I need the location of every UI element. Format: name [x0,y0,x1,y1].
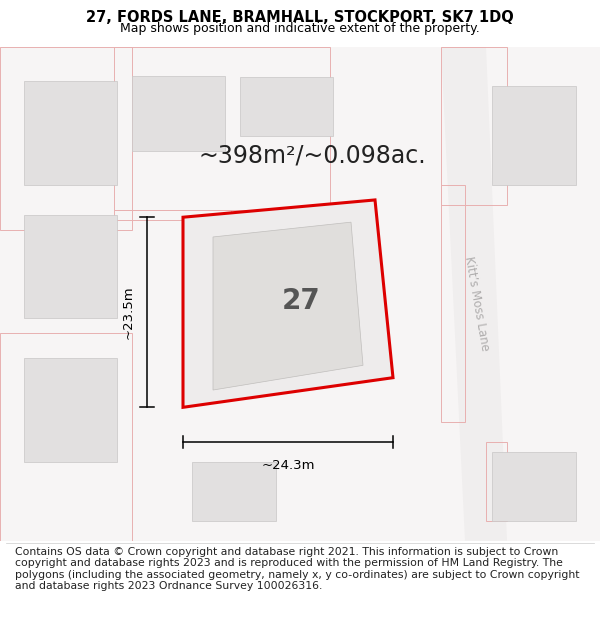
Text: 27, FORDS LANE, BRAMHALL, STOCKPORT, SK7 1DQ: 27, FORDS LANE, BRAMHALL, STOCKPORT, SK7… [86,10,514,25]
Polygon shape [213,222,363,390]
Bar [24,215,117,318]
Text: ~398m²/~0.098ac.: ~398m²/~0.098ac. [198,144,426,168]
Polygon shape [183,200,393,408]
Polygon shape [441,47,507,541]
Text: ~24.3m: ~24.3m [261,459,315,472]
Bar [240,76,333,136]
Bar [192,462,276,521]
Bar [492,452,576,521]
Bar [24,81,117,185]
Bar [24,358,117,462]
Text: Kitt’s Moss Lane: Kitt’s Moss Lane [462,255,492,352]
Bar [492,86,576,185]
Bar [132,76,225,151]
Text: ~23.5m: ~23.5m [122,286,135,339]
Text: 27: 27 [282,286,321,314]
Text: Map shows position and indicative extent of the property.: Map shows position and indicative extent… [120,22,480,35]
Text: Contains OS data © Crown copyright and database right 2021. This information is : Contains OS data © Crown copyright and d… [15,546,580,591]
